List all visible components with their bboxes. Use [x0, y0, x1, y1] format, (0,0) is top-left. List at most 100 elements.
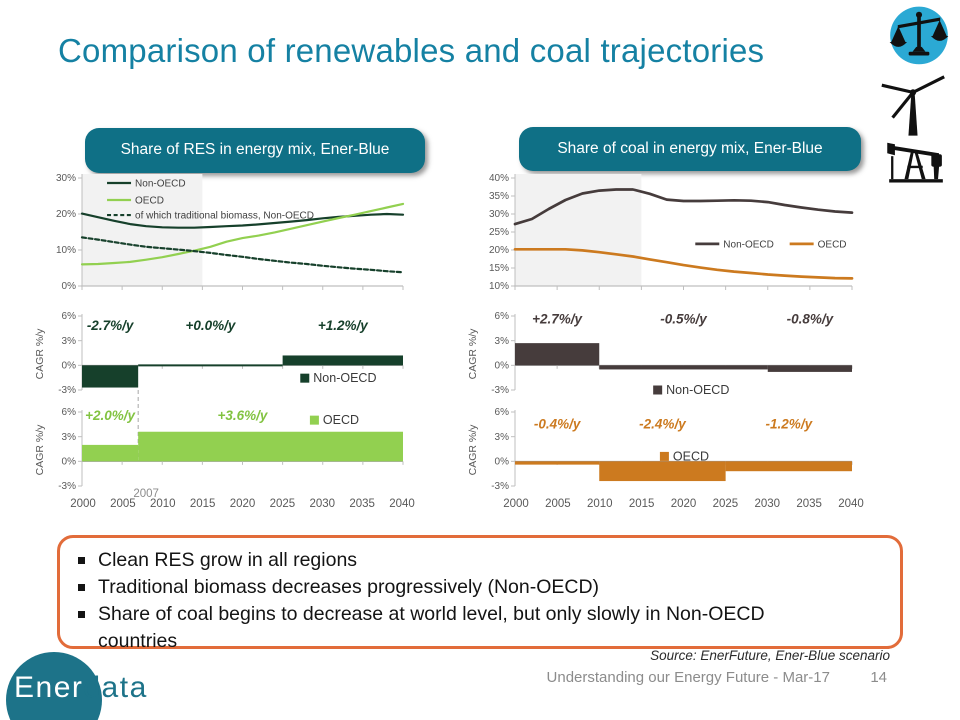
- svg-text:3%: 3%: [495, 336, 510, 347]
- svg-text:-3%: -3%: [58, 385, 76, 396]
- svg-text:0%: 0%: [495, 457, 510, 468]
- res-cagr-oecd-chart: 6% 3% 0% -3% 2007 +2.0%/y +3.6%/y OECD: [58, 404, 404, 500]
- svg-text:25%: 25%: [489, 227, 509, 238]
- logo-text-primary: Ener: [14, 671, 84, 704]
- res-chart-header: Share of RES in energy mix, Ener-Blue: [85, 128, 425, 173]
- svg-text:10%: 10%: [489, 281, 509, 292]
- svg-text:10%: 10%: [56, 245, 76, 256]
- x-tick: 2030: [309, 498, 336, 510]
- svg-text:30%: 30%: [56, 173, 76, 184]
- svg-text:-3%: -3%: [491, 385, 509, 396]
- x-tick: 2010: [586, 498, 613, 510]
- oil-pump-icon: [887, 142, 943, 183]
- res-cagr-nonoecd-axis-label: CAGR %/y: [34, 328, 46, 380]
- svg-text:-2.7%/y: -2.7%/y: [87, 318, 135, 333]
- svg-text:20%: 20%: [489, 245, 509, 256]
- svg-text:0%: 0%: [495, 361, 510, 372]
- x-tick: 2035: [796, 498, 822, 510]
- page-number: 14: [870, 669, 887, 686]
- enerdata-logo-circle: [6, 652, 102, 720]
- svg-text:6%: 6%: [62, 407, 77, 418]
- coal-cagr-oecd-chart: 6% 3% 0% -3% -0.4%/y -2.4%/y -1.2%/y OECD: [491, 407, 853, 492]
- svg-text:0%: 0%: [62, 457, 77, 468]
- svg-text:OECD: OECD: [818, 239, 847, 250]
- x-tick: 2005: [545, 498, 571, 510]
- coal-cagr-nonoecd-chart: 6% 3% 0% -3% +2.7%/y -0.5%/y -0.8%/y Non-OECD: [491, 311, 853, 397]
- bullet-square: [78, 584, 85, 591]
- svg-text:6%: 6%: [495, 311, 510, 322]
- svg-text:+1.2%/y: +1.2%/y: [318, 318, 369, 333]
- note-item: Clean RES grow in all regions: [76, 547, 886, 574]
- svg-text:-0.8%/y: -0.8%/y: [787, 311, 835, 326]
- x-axis-right: 2000 2005 2010 2015 2020 2025 2030 2035 …: [499, 498, 868, 510]
- svg-text:Non-OECD: Non-OECD: [723, 239, 774, 250]
- x-tick: 2005: [110, 498, 136, 510]
- balance-scale-icon: [889, 6, 949, 65]
- svg-text:2007: 2007: [133, 488, 159, 500]
- svg-text:3%: 3%: [495, 432, 510, 443]
- svg-text:-2.4%/y: -2.4%/y: [639, 416, 687, 431]
- x-tick: 2040: [838, 498, 864, 510]
- note-text: Clean RES grow in all regions: [98, 549, 358, 571]
- note-text: Traditional biomass decreases progressiv…: [98, 576, 600, 598]
- bullet-square: [78, 611, 85, 618]
- note-item: Share of coal begins to decrease at worl…: [76, 601, 886, 655]
- x-tick: 2035: [349, 498, 375, 510]
- svg-text:OECD: OECD: [673, 449, 709, 463]
- x-tick: 2040: [389, 498, 415, 510]
- note-text: Share of coal begins to decrease at worl…: [98, 603, 765, 652]
- x-tick: 2025: [712, 498, 739, 510]
- svg-text:of which traditional biomass,: of which traditional biomass, Non-OECD: [135, 210, 314, 221]
- x-tick: 2015: [189, 498, 216, 510]
- svg-text:Non-OECD: Non-OECD: [313, 371, 376, 385]
- svg-text:-0.4%/y: -0.4%/y: [534, 416, 582, 431]
- svg-text:40%: 40%: [489, 173, 509, 184]
- x-tick: 2000: [70, 498, 96, 510]
- coal-chart-header: Share of coal in energy mix, Ener-Blue: [519, 127, 861, 171]
- svg-text:30%: 30%: [489, 209, 509, 220]
- svg-text:0%: 0%: [62, 281, 77, 292]
- svg-text:6%: 6%: [495, 407, 510, 418]
- svg-text:-0.5%/y: -0.5%/y: [660, 311, 708, 326]
- svg-text:0%: 0%: [62, 361, 77, 372]
- enerdata-logo: Enerdata: [14, 671, 148, 705]
- svg-text:+0.0%/y: +0.0%/y: [185, 318, 236, 333]
- x-tick: 2020: [670, 498, 697, 510]
- x-tick: 2020: [229, 498, 256, 510]
- svg-text:6%: 6%: [62, 311, 77, 322]
- summary-note-box: Clean RES grow in all regions Traditiona…: [57, 535, 903, 652]
- logo-text-secondary: data: [83, 671, 148, 704]
- deck-title: Understanding our Energy Future - Mar-17: [546, 669, 830, 686]
- x-tick: 2025: [269, 498, 296, 510]
- svg-text:3%: 3%: [62, 432, 77, 443]
- x-tick: 2030: [754, 498, 781, 510]
- svg-text:-3%: -3%: [58, 481, 76, 492]
- bullet-square: [78, 557, 85, 564]
- svg-text:+2.0%/y: +2.0%/y: [85, 408, 136, 423]
- svg-text:+2.7%/y: +2.7%/y: [532, 311, 583, 326]
- svg-text:-1.2%/y: -1.2%/y: [766, 416, 814, 431]
- page-title: Comparison of renewables and coal trajec…: [58, 32, 765, 69]
- svg-text:35%: 35%: [489, 191, 509, 202]
- svg-text:-3%: -3%: [491, 481, 509, 492]
- res-share-chart: 30% 20% 10% 0% Non-OECD OECD of which traditio…: [56, 173, 405, 292]
- svg-text:OECD: OECD: [135, 195, 164, 206]
- svg-text:Non-OECD: Non-OECD: [135, 178, 186, 189]
- svg-text:+3.6%/y: +3.6%/y: [218, 408, 269, 423]
- res-cagr-oecd-axis-label: CAGR %/y: [34, 424, 46, 476]
- svg-text:15%: 15%: [489, 263, 509, 274]
- x-tick: 2000: [503, 498, 529, 510]
- x-tick: 2010: [149, 498, 176, 510]
- source-note: Source: EnerFuture, Ener-Blue scenario: [650, 648, 890, 663]
- coal-cagr-oecd-axis-label: CAGR %/y: [467, 424, 479, 476]
- note-item: Traditional biomass decreases progressiv…: [76, 574, 886, 601]
- res-cagr-nonoecd-chart: 6% 3% 0% -3% -2.7%/y +0.0%/y +1.2%/y Non-OECD: [58, 311, 404, 402]
- x-axis-left: 2000 2005 2010 2015 2020 2025 2030 2035 …: [66, 498, 419, 510]
- svg-text:Non-OECD: Non-OECD: [666, 383, 729, 397]
- svg-text:OECD: OECD: [323, 413, 359, 427]
- coal-share-chart: 40% 35% 30% 25% 20% 15% 10% Non-OECD OECD: [489, 173, 854, 292]
- svg-text:3%: 3%: [62, 336, 77, 347]
- wind-turbine-icon: [881, 75, 945, 136]
- svg-text:20%: 20%: [56, 209, 76, 220]
